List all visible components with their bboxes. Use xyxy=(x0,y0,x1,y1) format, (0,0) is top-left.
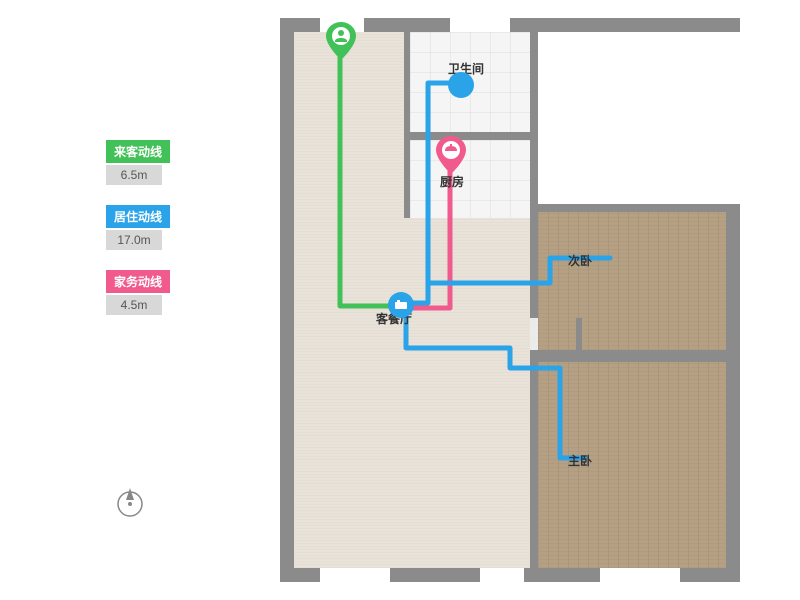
legend-item-guest: 来客动线 6.5m xyxy=(106,140,170,185)
legend-value-guest: 6.5m xyxy=(106,165,162,185)
interior-wall xyxy=(530,388,538,568)
legend: 来客动线 6.5m 居住动线 17.0m 家务动线 4.5m xyxy=(106,140,170,335)
legend-item-chore: 家务动线 4.5m xyxy=(106,270,170,315)
interior-wall xyxy=(530,212,538,318)
floor-kitchen xyxy=(410,140,530,218)
legend-item-living: 居住动线 17.0m xyxy=(106,205,170,250)
window-opening xyxy=(600,568,680,582)
floorplan: 卫生间 厨房 客餐厅 次卧 主卧 xyxy=(280,18,740,582)
floor-bed1 xyxy=(538,362,726,568)
interior-wall xyxy=(404,132,530,140)
window-opening xyxy=(450,18,510,32)
interior-wall xyxy=(530,204,740,212)
interior-wall xyxy=(530,350,740,362)
label-bed1: 主卧 xyxy=(568,452,592,469)
legend-label-living: 居住动线 xyxy=(106,205,170,228)
label-kitchen: 厨房 xyxy=(440,173,464,190)
legend-label-guest: 来客动线 xyxy=(106,140,170,163)
living-node-icon xyxy=(388,292,414,318)
legend-value-living: 17.0m xyxy=(106,230,162,250)
compass-icon xyxy=(110,480,150,520)
legend-value-chore: 4.5m xyxy=(106,295,162,315)
legend-label-chore: 家务动线 xyxy=(106,270,170,293)
interior-wall xyxy=(404,32,410,218)
interior-wall xyxy=(538,32,740,204)
interior-wall xyxy=(530,32,538,204)
window-opening xyxy=(320,568,390,582)
floor-bed2 xyxy=(538,212,726,350)
bathroom-node-icon xyxy=(448,72,474,98)
floor-living xyxy=(294,218,530,568)
window-opening xyxy=(480,568,524,582)
interior-wall xyxy=(576,318,582,352)
label-bed2: 次卧 xyxy=(568,252,592,269)
entry-pin-icon xyxy=(326,22,356,60)
kitchen-pin-icon xyxy=(436,136,466,174)
